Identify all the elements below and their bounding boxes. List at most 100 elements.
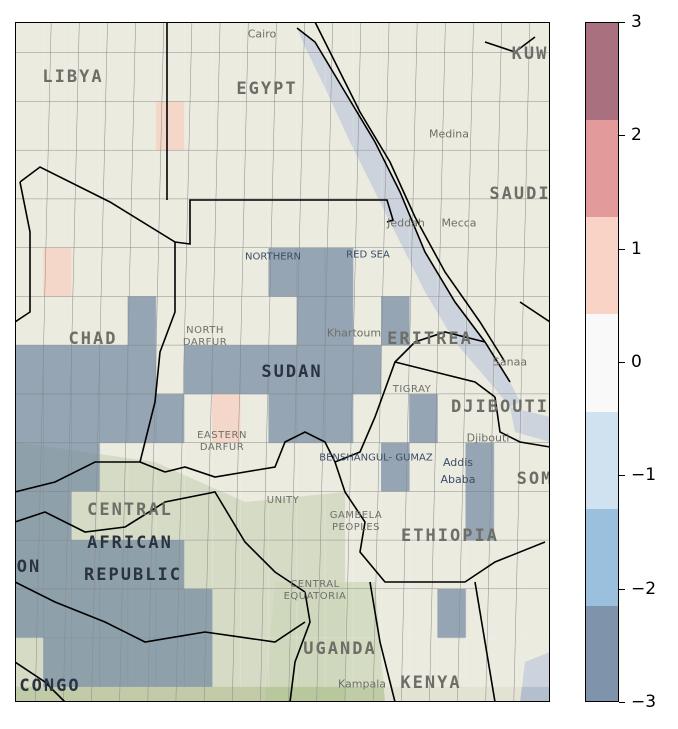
anomaly-cell — [240, 247, 270, 297]
anomaly-cell — [381, 588, 410, 639]
anomaly-cell — [381, 22, 410, 54]
anomaly-cell — [493, 540, 523, 590]
anomaly-cell — [268, 296, 298, 346]
anomaly-cell — [521, 101, 550, 151]
anomaly-cell — [521, 198, 550, 249]
anomaly-cell — [296, 22, 326, 54]
anomaly-cell — [240, 637, 270, 687]
anomaly-cell — [155, 198, 185, 249]
colorbar-segment — [586, 508, 618, 606]
colorbar-tick-label: −3 — [631, 692, 657, 712]
colorbar-tick — [619, 362, 625, 363]
anomaly-cell — [465, 22, 495, 54]
map-panel[interactable]: LIBYA EGYPT KUW SAUDI CHAD SUDAN ERITREA… — [15, 22, 550, 702]
anomaly-cell — [43, 540, 72, 590]
anomaly-cell — [155, 393, 185, 444]
anomaly-cell — [493, 637, 523, 687]
anomaly-cell — [71, 637, 101, 687]
anomaly-cell — [15, 540, 44, 590]
anomaly-cell — [15, 588, 44, 639]
anomaly-cell — [381, 393, 410, 444]
anomaly-cells — [15, 22, 550, 687]
anomaly-cell — [268, 540, 298, 590]
anomaly-cell — [212, 247, 241, 297]
anomaly-cell — [465, 247, 495, 297]
anomaly-cell — [127, 540, 157, 590]
anomaly-cell — [521, 52, 550, 103]
anomaly-cell — [155, 22, 185, 54]
anomaly-cell — [296, 345, 326, 395]
anomaly-cell — [324, 247, 354, 297]
anomaly-cell — [183, 198, 213, 249]
anomaly-cell — [183, 637, 213, 687]
anomaly-cell — [127, 588, 157, 639]
anomaly-cell — [381, 101, 410, 151]
anomaly-cell — [296, 198, 326, 249]
anomaly-cell — [493, 22, 523, 54]
anomaly-cell — [493, 101, 523, 151]
map-svg — [15, 22, 550, 702]
anomaly-cell — [99, 198, 129, 249]
anomaly-cell — [43, 296, 72, 346]
anomaly-cell — [183, 540, 213, 590]
anomaly-cell — [183, 22, 213, 54]
border-uganda-congo — [289, 591, 311, 702]
border-car-southsudan — [15, 491, 306, 593]
anomaly-cell — [99, 247, 129, 297]
anomaly-cell — [521, 22, 550, 54]
anomaly-cell — [212, 296, 241, 346]
coast-red-sea-east — [314, 22, 506, 363]
anomaly-cell — [352, 637, 382, 687]
anomaly-cell — [155, 540, 185, 590]
colorbar-tick — [619, 135, 625, 137]
anomaly-cell — [15, 442, 44, 492]
anomaly-cell — [240, 22, 270, 54]
anomaly-cell — [465, 393, 495, 444]
anomaly-cell — [127, 52, 157, 103]
anomaly-cell — [521, 296, 550, 346]
anomaly-cell — [155, 637, 185, 687]
anomaly-cell — [99, 52, 129, 103]
anomaly-cell — [99, 101, 129, 151]
anomaly-cell — [15, 393, 44, 444]
anomaly-cell — [352, 540, 382, 590]
anomaly-cell — [521, 637, 550, 687]
anomaly-cell — [212, 345, 241, 395]
border-chad-west — [15, 181, 31, 323]
anomaly-cell — [296, 588, 326, 639]
border-kuwait — [484, 36, 536, 53]
anomaly-cell — [465, 637, 495, 687]
anomaly-cell — [409, 247, 438, 297]
anomaly-cell — [155, 296, 185, 346]
anomaly-cell — [465, 101, 495, 151]
colorbar — [585, 22, 619, 702]
border-libya-egypt-sudan — [19, 166, 394, 245]
colorbar-tick-label: 2 — [631, 125, 642, 146]
anomaly-cell — [324, 637, 354, 687]
anomaly-cell — [465, 345, 495, 395]
anomaly-cell — [127, 22, 157, 54]
border-chad-car — [15, 461, 140, 493]
border-djibouti-somalia — [494, 396, 550, 448]
anomaly-cell — [324, 540, 354, 590]
anomaly-cell — [381, 442, 410, 492]
anomaly-cell — [493, 52, 523, 103]
anomaly-cell — [71, 345, 101, 395]
anomaly-cell — [437, 393, 467, 444]
anomaly-cell — [127, 637, 157, 687]
anomaly-cell — [324, 52, 354, 103]
anomaly-cell — [409, 101, 438, 151]
anomaly-cell — [352, 588, 382, 639]
anomaly-cell — [99, 296, 129, 346]
colorbar-tick — [619, 248, 625, 250]
coast-red-sea-west — [296, 27, 511, 383]
anomaly-cell — [15, 52, 44, 103]
anomaly-cell — [71, 296, 101, 346]
anomaly-cell — [183, 296, 213, 346]
anomaly-cell — [352, 345, 382, 395]
anomaly-cell — [521, 247, 550, 297]
anomaly-cell — [493, 198, 523, 249]
anomaly-cell — [212, 198, 241, 249]
anomaly-cell — [155, 247, 185, 297]
anomaly-cell — [212, 442, 241, 492]
